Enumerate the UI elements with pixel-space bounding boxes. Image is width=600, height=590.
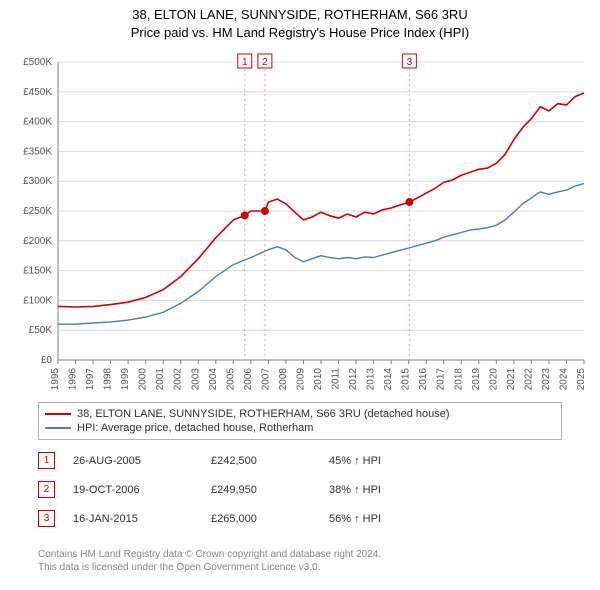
transaction-pct-vs-hpi: 45% ↑ HPI	[329, 455, 449, 467]
svg-text:£400K: £400K	[23, 117, 52, 128]
footer-line-2: This data is licensed under the Open Gov…	[38, 561, 381, 574]
transaction-marker-number: 3	[38, 510, 55, 527]
footer-attribution: Contains HM Land Registry data © Crown c…	[38, 548, 381, 574]
svg-text:2000: 2000	[138, 368, 149, 391]
transaction-pct-vs-hpi: 56% ↑ HPI	[329, 513, 449, 525]
transaction-pct-vs-hpi: 38% ↑ HPI	[329, 484, 449, 496]
svg-text:£0: £0	[41, 355, 53, 366]
chart-title: 38, ELTON LANE, SUNNYSIDE, ROTHERHAM, S6…	[0, 0, 600, 41]
svg-text:2: 2	[262, 57, 268, 68]
transaction-row: 1 26-AUG-2005 £242,500 45% ↑ HPI	[38, 446, 562, 475]
svg-text:1999: 1999	[120, 368, 131, 391]
svg-text:2020: 2020	[488, 368, 499, 391]
legend-row: HPI: Average price, detached house, Roth…	[45, 421, 555, 435]
transaction-price: £249,950	[211, 484, 311, 496]
legend-box: 38, ELTON LANE, SUNNYSIDE, ROTHERHAM, S6…	[38, 402, 562, 440]
transaction-price: £242,500	[211, 455, 311, 467]
svg-text:1996: 1996	[68, 368, 79, 391]
svg-text:2004: 2004	[208, 368, 219, 391]
svg-text:£500K: £500K	[23, 57, 52, 68]
legend-label: 38, ELTON LANE, SUNNYSIDE, ROTHERHAM, S6…	[77, 408, 450, 420]
svg-text:2013: 2013	[366, 368, 377, 391]
svg-text:2009: 2009	[295, 368, 306, 391]
transaction-row: 2 19-OCT-2006 £249,950 38% ↑ HPI	[38, 475, 562, 504]
svg-text:2016: 2016	[418, 368, 429, 391]
svg-text:£50K: £50K	[29, 325, 53, 336]
svg-text:2015: 2015	[401, 368, 412, 391]
svg-text:2005: 2005	[225, 368, 236, 391]
svg-text:£150K: £150K	[23, 266, 52, 277]
transaction-date: 19-OCT-2006	[73, 484, 193, 496]
transactions-table: 1 26-AUG-2005 £242,500 45% ↑ HPI 2 19-OCT-200…	[38, 446, 562, 533]
svg-text:2006: 2006	[243, 368, 254, 391]
footer-line-1: Contains HM Land Registry data © Crown c…	[38, 548, 381, 561]
svg-text:2022: 2022	[523, 368, 534, 391]
legend-swatch	[45, 413, 71, 415]
svg-text:1997: 1997	[85, 368, 96, 391]
transaction-marker-number: 2	[38, 481, 55, 498]
svg-text:2007: 2007	[260, 368, 271, 391]
transaction-marker-number: 1	[38, 452, 55, 469]
svg-text:1995: 1995	[50, 368, 61, 391]
legend-row: 38, ELTON LANE, SUNNYSIDE, ROTHERHAM, S6…	[45, 407, 555, 421]
svg-text:2010: 2010	[313, 368, 324, 391]
svg-text:£100K: £100K	[23, 295, 52, 306]
transaction-price: £265,000	[211, 513, 311, 525]
svg-text:2008: 2008	[278, 368, 289, 391]
svg-text:2011: 2011	[331, 368, 342, 390]
svg-text:2018: 2018	[453, 368, 464, 391]
svg-text:2021: 2021	[506, 368, 517, 391]
svg-text:2014: 2014	[383, 368, 394, 391]
transaction-date: 26-AUG-2005	[73, 455, 193, 467]
chart-area: £0 £50K £100K £150K £200K £250K £300K £350K £400…	[10, 48, 590, 396]
svg-text:3: 3	[407, 57, 413, 68]
svg-text:2025: 2025	[576, 368, 587, 391]
page-container: 38, ELTON LANE, SUNNYSIDE, ROTHERHAM, S6…	[0, 0, 600, 590]
svg-text:2017: 2017	[436, 368, 447, 391]
svg-text:1998: 1998	[103, 368, 114, 391]
transaction-date: 16-JAN-2015	[73, 513, 193, 525]
svg-text:£200K: £200K	[23, 236, 52, 247]
transaction-row: 3 16-JAN-2015 £265,000 56% ↑ HPI	[38, 504, 562, 533]
svg-text:2003: 2003	[190, 368, 201, 391]
svg-text:2019: 2019	[471, 368, 482, 391]
svg-text:2002: 2002	[173, 368, 184, 391]
svg-text:2023: 2023	[541, 368, 552, 391]
svg-text:1: 1	[242, 57, 248, 68]
svg-text:£250K: £250K	[23, 206, 52, 217]
svg-text:2012: 2012	[348, 368, 359, 391]
line-chart-svg: £0 £50K £100K £150K £200K £250K £300K £350K £400…	[10, 48, 590, 396]
svg-text:£350K: £350K	[23, 146, 52, 157]
title-line-2: Price paid vs. HM Land Registry's House …	[0, 24, 600, 42]
svg-text:£450K: £450K	[23, 87, 52, 98]
legend-label: HPI: Average price, detached house, Roth…	[77, 422, 313, 434]
title-line-1: 38, ELTON LANE, SUNNYSIDE, ROTHERHAM, S6…	[0, 6, 600, 24]
svg-text:2024: 2024	[558, 368, 569, 391]
svg-text:2001: 2001	[155, 368, 166, 391]
svg-text:£300K: £300K	[23, 176, 52, 187]
legend-swatch	[45, 427, 71, 429]
